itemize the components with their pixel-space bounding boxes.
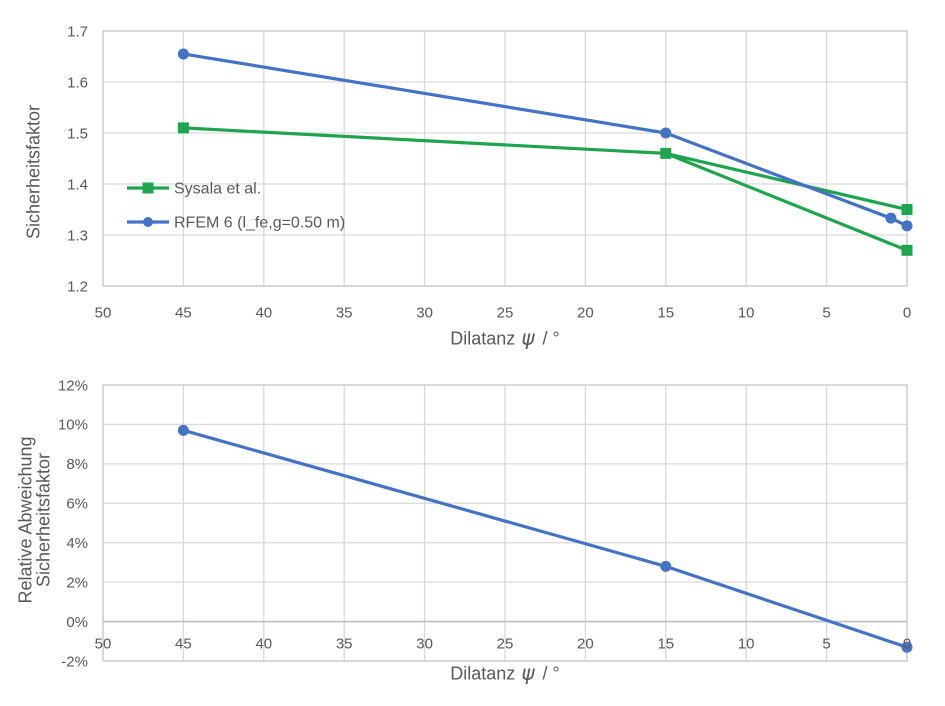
y-tick-label: 2%: [66, 574, 88, 591]
y-tick-label: -2%: [61, 653, 88, 670]
series-line: [664, 151, 909, 252]
x-tick-label: 20: [577, 635, 594, 652]
data-point-marker: [885, 212, 897, 224]
data-point-marker: [901, 220, 913, 232]
data-point-marker: [660, 560, 672, 572]
x-tick-label: 50: [95, 635, 112, 652]
y-axis-title: Sicherheitsfaktor: [23, 105, 43, 239]
data-point-marker: [177, 48, 189, 60]
legend-marker: [142, 182, 154, 194]
chart-sicherheitsfaktor: 50 45 40 35 30 25 20 15 10 5 01.71.61.51.41.31.2Di…: [23, 23, 913, 349]
x-tick-label: 30: [416, 635, 433, 652]
data-point-marker: [901, 244, 913, 256]
x-tick-label: 45: [175, 304, 192, 321]
data-point-marker: [177, 424, 189, 436]
x-tick-label: 30: [416, 304, 433, 321]
y-tick-label: 8%: [66, 456, 88, 473]
data-point-marker: [901, 204, 913, 215]
y-tick-label: 12%: [58, 377, 88, 394]
x-tick-label: 5: [822, 304, 830, 321]
legend-item: RFEM 6 (l_fe,g=0.50 m): [127, 215, 345, 232]
y-tick-label: 1.3: [67, 227, 88, 244]
x-tick-label: 20: [577, 304, 594, 321]
x-tick-label: 40: [255, 304, 272, 321]
series-line: [181, 428, 909, 649]
data-point-marker: [660, 147, 672, 159]
y-tick-label: 1.7: [67, 23, 88, 40]
y-tick-label: 1.5: [67, 125, 88, 142]
gridlines: [102, 384, 908, 662]
data-point-marker: [901, 641, 913, 653]
legend-item: Sysala et al.: [127, 181, 261, 198]
x-tick-label: 0: [903, 304, 911, 321]
gridlines: [102, 30, 908, 287]
series-line: [181, 52, 909, 228]
y-tick-label: 6%: [66, 496, 88, 513]
plot-border: [102, 384, 908, 662]
x-tick-label: 15: [657, 635, 674, 652]
x-tick-label: 0: [903, 635, 911, 652]
data-point-marker: [660, 127, 672, 139]
x-tick-label: 15: [657, 304, 674, 321]
legend-label: RFEM 6 (l_fe,g=0.50 m): [174, 215, 345, 232]
series-line: [181, 126, 909, 212]
x-tick-label: 35: [336, 304, 353, 321]
y-axis-title: Sicherheitsfaktor: [33, 453, 53, 587]
data-point-marker: [177, 122, 189, 134]
x-tick-label: 40: [255, 635, 272, 652]
legend-marker: [143, 217, 153, 227]
y-tick-label: 10%: [58, 417, 88, 434]
series-deviation: [177, 424, 913, 653]
y-tick-label: 1.4: [67, 176, 88, 193]
chart-relative-abweichung: 50 45 40 35 30 25 20 15 10 5 012%10%8%6%4%2%0%-2%D…: [15, 377, 913, 684]
x-axis-title: Dilatanz ψ / °: [450, 325, 559, 349]
x-tick-label: 25: [497, 304, 514, 321]
x-tick-label: 10: [738, 304, 755, 321]
y-tick-label: 0%: [66, 614, 88, 631]
y-tick-label: 1.6: [67, 74, 88, 91]
series-rfem-6-l-fe-g-0-50-m: [177, 48, 913, 232]
y-axis-title: Relative Abweichung: [15, 436, 35, 603]
legend: Sysala et al. RFEM 6 (l_fe,g=0.50 m): [127, 181, 345, 232]
y-tick-label: 1.2: [67, 278, 88, 295]
x-tick-label: 10: [738, 635, 755, 652]
series-sysala-et-al: [177, 122, 913, 256]
x-tick-label: 5: [822, 635, 830, 652]
x-axis-title: Dilatanz ψ / °: [450, 660, 559, 684]
legend-label: Sysala et al.: [174, 181, 261, 198]
x-tick-label: 35: [336, 635, 353, 652]
x-tick-label: 45: [175, 635, 192, 652]
x-tick-label: 50: [95, 304, 112, 321]
y-tick-label: 4%: [66, 535, 88, 552]
x-tick-label: 25: [497, 635, 514, 652]
plot-border: [102, 30, 908, 287]
